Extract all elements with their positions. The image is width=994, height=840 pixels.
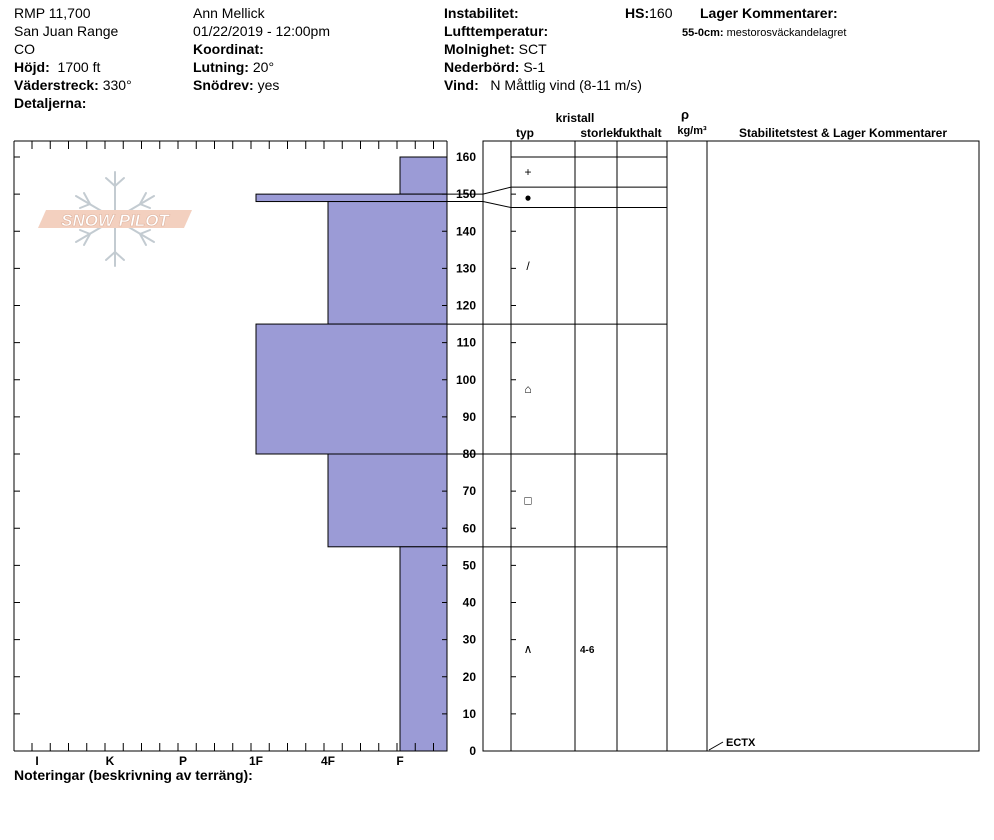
- drift-row: Snödrev: yes: [193, 76, 279, 94]
- precip-row: Nederbörd: S-1: [444, 58, 545, 76]
- hs-row: HS:160: [625, 4, 672, 22]
- boundary-connector: [482, 186, 512, 195]
- precip-value: S-1: [523, 59, 546, 75]
- hs-value: 160: [649, 5, 673, 21]
- aspect-label: Väderstreck:: [14, 77, 99, 93]
- stability-test-label: ECTX: [726, 737, 756, 749]
- faceted-crystals-glyph: □: [524, 493, 531, 507]
- layer-table: + ● / ⌂ □ ∧ 4-6 ECTX: [447, 140, 980, 752]
- wind-value: N Måttlig vind (8-11 m/s): [490, 77, 642, 93]
- sky-label: Molnighet:: [444, 41, 515, 57]
- table-frame: [482, 140, 980, 752]
- notes-label: Noteringar (beskrivning av terräng):: [14, 767, 253, 783]
- elevation-value: 1700 ft: [57, 59, 101, 75]
- hardness-bar: [327, 453, 448, 548]
- hardness-bar: [255, 323, 448, 455]
- hardness-bar: [327, 201, 448, 325]
- depth-tick-label: 90: [463, 410, 477, 424]
- hardness-tick-label: K: [106, 754, 115, 768]
- slope-row: Lutning: 20°: [193, 58, 274, 76]
- type-header: typ: [516, 126, 534, 140]
- density-unit: kg/m³: [677, 125, 707, 137]
- coordinate-label: Koordinat:: [193, 41, 264, 57]
- drift-value: yes: [257, 77, 280, 93]
- precipitation-particles-glyph: +: [524, 165, 531, 179]
- depth-tick-label: 40: [463, 596, 477, 610]
- rounded-faceted-glyph: ⌂: [524, 382, 531, 396]
- hardness-tick-label: P: [179, 754, 187, 768]
- depth-tick-label: 100: [456, 373, 476, 387]
- wind-row: Vind: N Måttlig vind (8-11 m/s): [444, 76, 642, 94]
- crystal-header: kristall: [556, 111, 595, 125]
- layer-comment-row: 55-0cm: mestorosväckandelagret: [682, 24, 846, 42]
- hardness-bar: [255, 193, 448, 203]
- depth-tick-label: 30: [463, 633, 477, 647]
- aspect-row: Väderstreck: 330°: [14, 76, 132, 94]
- crystal-size: 4-6: [580, 645, 595, 656]
- elevation-label: Höjd:: [14, 59, 50, 75]
- depth-tick-label: 110: [457, 336, 477, 350]
- air-temp-label: Lufttemperatur:: [444, 23, 549, 39]
- aspect-value: 330°: [102, 77, 132, 93]
- instability-label: Instabilitet:: [444, 5, 519, 21]
- size-header: storlek: [580, 126, 620, 140]
- depth-hoar-glyph: ∧: [524, 642, 533, 656]
- depth-tick-label: 130: [456, 261, 476, 275]
- hardness-bar: [399, 156, 448, 195]
- depth-tick-label: 160: [456, 150, 476, 164]
- hs-label: HS:: [625, 5, 650, 21]
- wind-label: Vind:: [444, 77, 479, 93]
- depth-tick-label: 70: [463, 484, 477, 498]
- depth-tick-label: 50: [463, 558, 477, 572]
- observation-datetime: 01/22/2019 - 12:00pm: [193, 23, 330, 39]
- hardness-axes: I K P 1F 4F F: [13, 140, 447, 768]
- depth-tick-label: 120: [456, 299, 476, 313]
- slope-value: 20°: [252, 59, 275, 75]
- moisture-header: fukthalt: [618, 126, 661, 140]
- observer-name: Ann Mellick: [193, 5, 265, 21]
- hardness-bar: [399, 546, 448, 752]
- depth-tick-label: 140: [456, 224, 476, 238]
- depth-tick-label: 60: [463, 521, 477, 535]
- layer-comments-label: Lager Kommentarer:: [700, 5, 838, 21]
- sky-value: SCT: [518, 41, 547, 57]
- drift-label: Snödrev:: [193, 77, 254, 93]
- layer-comment-depth: 55-0cm:: [682, 27, 724, 39]
- depth-tick-label: 10: [463, 707, 477, 721]
- slope-label: Lutning:: [193, 59, 249, 75]
- logo-text: SNOW PILOT: [61, 211, 170, 230]
- depth-tick-label: 0: [469, 744, 476, 758]
- hardness-tick-label: I: [35, 754, 38, 768]
- stability-test-pointer: [708, 741, 724, 751]
- snow-pilot-logo: SNOW PILOT: [38, 171, 192, 267]
- hardness-profile: [255, 156, 448, 752]
- decomposing-fragments-glyph: /: [526, 259, 530, 273]
- boundary-connector: [482, 201, 512, 209]
- hardness-tick-label: F: [396, 754, 403, 768]
- layer-comment-text: mestorosväckandelagret: [726, 27, 847, 39]
- location-name: RMP 11,700: [14, 5, 91, 21]
- state-name: CO: [14, 41, 35, 57]
- depth-tick-label: 20: [463, 670, 477, 684]
- density-symbol: ρ: [681, 107, 689, 122]
- sky-row: Molnighet: SCT: [444, 40, 547, 58]
- elevation-row: Höjd: 1700 ft: [14, 58, 100, 76]
- range-name: San Juan Range: [14, 23, 119, 39]
- details-label: Detaljerna:: [14, 95, 87, 111]
- precip-label: Nederbörd:: [444, 59, 520, 75]
- hardness-tick-label: 1F: [249, 754, 263, 768]
- melt-freeze-crust-glyph: ●: [524, 190, 531, 204]
- stability-header: Stabilitetstest & Lager Kommentarer: [739, 126, 947, 140]
- hardness-tick-label: 4F: [321, 754, 335, 768]
